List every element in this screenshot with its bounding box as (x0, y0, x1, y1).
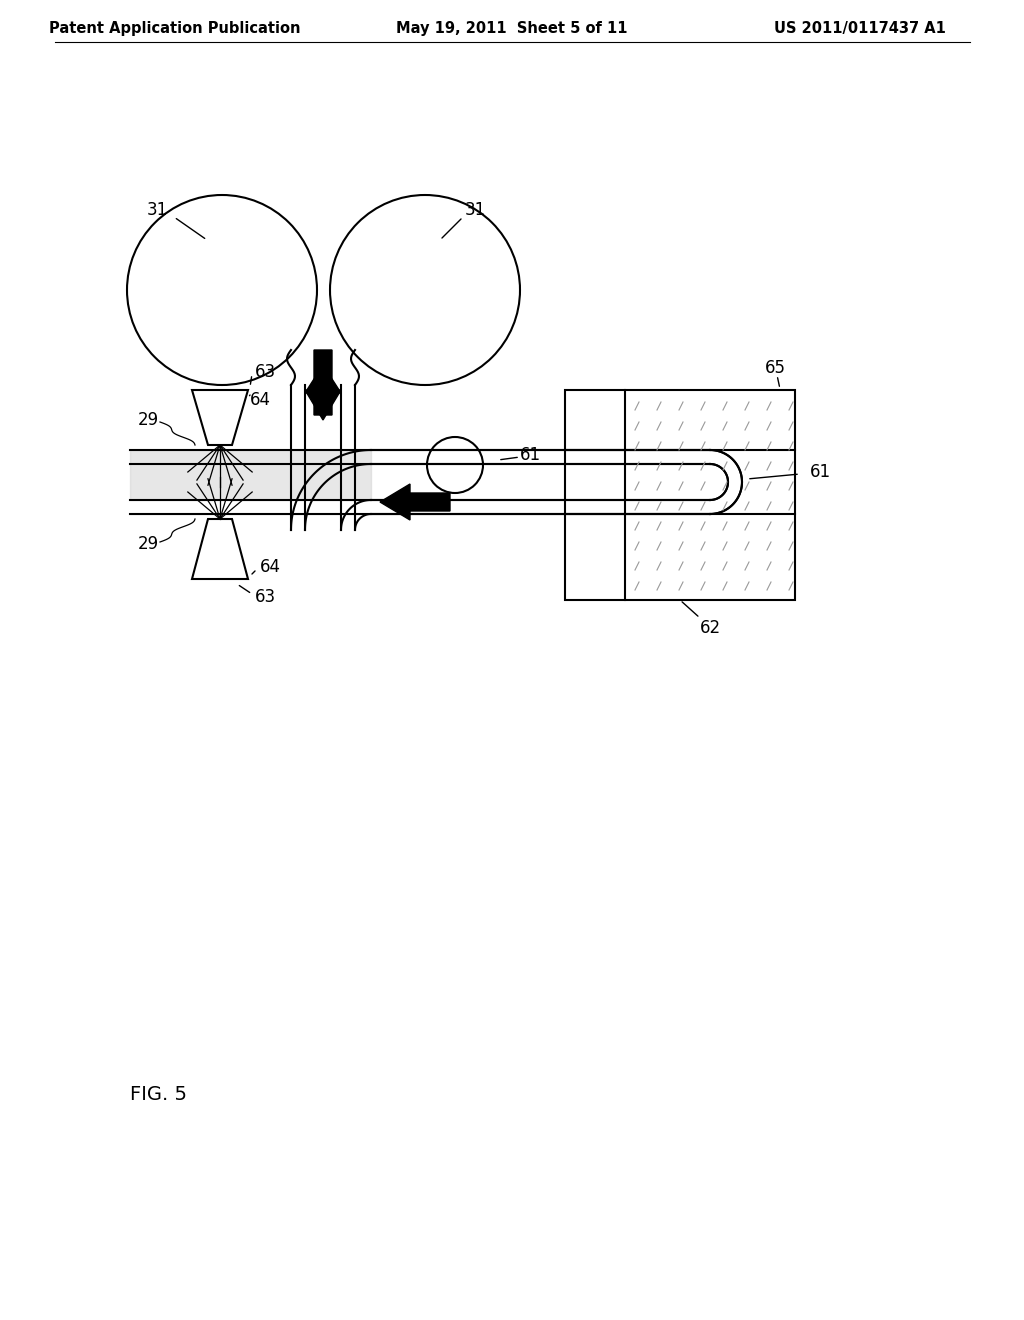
Text: 64: 64 (250, 391, 270, 409)
Text: May 19, 2011  Sheet 5 of 11: May 19, 2011 Sheet 5 of 11 (396, 21, 628, 36)
Bar (565, 389, 795, 601)
Text: 29: 29 (137, 535, 159, 553)
FancyArrow shape (380, 484, 450, 520)
Text: Patent Application Publication: Patent Application Publication (49, 21, 301, 36)
FancyArrow shape (305, 366, 341, 414)
Text: 31: 31 (464, 201, 485, 219)
Text: 65: 65 (765, 359, 785, 378)
Text: US 2011/0117437 A1: US 2011/0117437 A1 (774, 21, 946, 36)
FancyArrow shape (305, 350, 341, 420)
Text: 61: 61 (519, 446, 541, 465)
Text: 62: 62 (699, 619, 721, 638)
Polygon shape (193, 519, 248, 579)
Text: 61: 61 (809, 463, 830, 480)
Polygon shape (193, 389, 248, 445)
Text: 63: 63 (254, 363, 275, 381)
Text: 29: 29 (137, 411, 159, 429)
Text: 64: 64 (259, 558, 281, 576)
Text: 63: 63 (254, 587, 275, 606)
Text: 31: 31 (146, 201, 168, 219)
Text: FIG. 5: FIG. 5 (130, 1085, 187, 1105)
